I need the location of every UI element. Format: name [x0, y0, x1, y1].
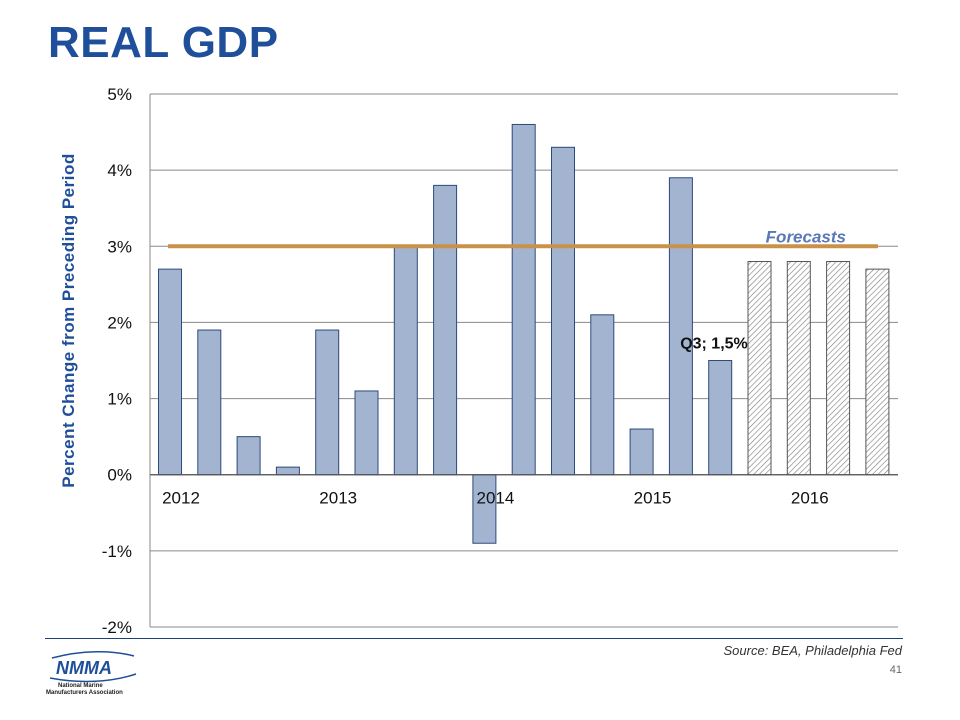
- chart-bars: [158, 123, 890, 544]
- bar: [668, 177, 693, 476]
- bar: [236, 436, 261, 476]
- logo-subtitle-2: Manufacturers Association: [46, 690, 123, 696]
- y-tick-label: 3%: [107, 237, 132, 256]
- y-axis-title: Percent Change from Preceding Period: [59, 153, 78, 487]
- source-note: Source: BEA, Philadelphia Fed: [723, 643, 903, 658]
- page-number: 41: [889, 664, 902, 676]
- chart-overlay: [150, 244, 898, 476]
- bar: [472, 474, 497, 544]
- bar: [433, 184, 458, 476]
- x-year-label: 2015: [634, 489, 672, 508]
- x-year-label: 2014: [476, 489, 514, 508]
- x-year-label: 2012: [162, 489, 200, 508]
- bar: [354, 390, 379, 476]
- y-tick-label: 1%: [107, 390, 132, 409]
- bar: [551, 146, 575, 476]
- bar: [393, 245, 418, 476]
- bar: [590, 314, 615, 476]
- annotation-label: Q3; 1,5%: [680, 336, 748, 353]
- bar: [629, 428, 654, 476]
- y-tick-label: 0%: [107, 466, 132, 485]
- nmma-logo: NMMA National Marine Manufacturers Assoc…: [46, 651, 137, 696]
- bar: [275, 466, 300, 476]
- page-title: REAL GDP: [48, 18, 279, 67]
- bar: [315, 329, 340, 476]
- bar: [197, 329, 222, 476]
- x-year-label: 2013: [319, 489, 357, 508]
- forecast-bar: [786, 261, 811, 476]
- logo-subtitle-1: National Marine: [58, 683, 103, 689]
- x-year-label: 2016: [791, 489, 829, 508]
- y-tick-label: 2%: [107, 313, 132, 332]
- bar: [158, 268, 182, 476]
- y-tick-label: 5%: [107, 85, 132, 104]
- y-tick-label: -1%: [102, 542, 132, 561]
- y-tick-label: 4%: [107, 161, 132, 180]
- forecast-label: Forecasts: [766, 227, 846, 246]
- y-tick-label: -2%: [102, 618, 132, 637]
- bar: [511, 123, 536, 476]
- forecast-bar: [865, 268, 890, 476]
- bar: [708, 360, 733, 476]
- logo-wordmark: NMMA: [56, 658, 112, 678]
- chart-labels: 5% 4% 3% 2% 1% 0% -1% -2% Forecasts Q3; 1,5% 2012 2…: [59, 85, 846, 637]
- forecast-bar: [826, 261, 851, 476]
- footer-divider: [45, 638, 903, 639]
- forecast-bar: [747, 261, 772, 476]
- gdp-bar-chart: 5% 4% 3% 2% 1% 0% -1% -2% Forecasts Q3; 1,5% 2012 2…: [59, 85, 898, 637]
